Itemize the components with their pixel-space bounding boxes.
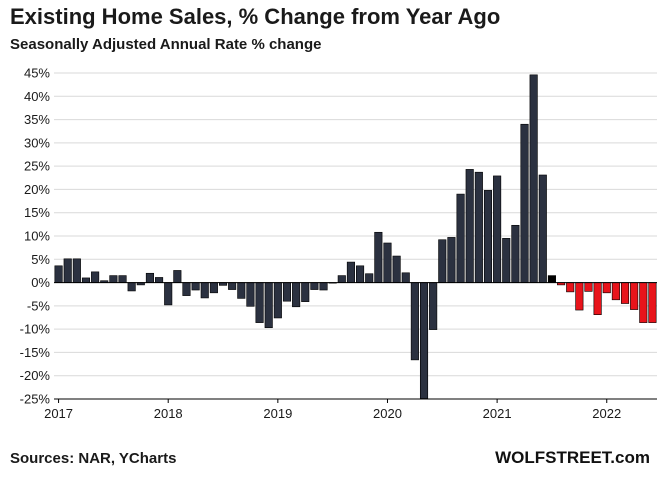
chart-title: Existing Home Sales, % Change from Year … (10, 4, 501, 29)
bar (155, 277, 164, 283)
bar (429, 282, 438, 330)
bar (310, 282, 319, 290)
bar (63, 258, 72, 283)
bar (127, 282, 136, 292)
x-tick-label: 2020 (373, 406, 402, 421)
y-tick-label: 15% (24, 205, 50, 220)
bar (538, 174, 547, 283)
bar (447, 237, 456, 283)
bar (547, 275, 556, 283)
bar (173, 270, 182, 283)
bar (91, 271, 100, 283)
bar (520, 123, 529, 283)
bar (246, 282, 255, 307)
bar (456, 193, 465, 283)
bar (237, 282, 246, 299)
bar (319, 282, 328, 291)
bar (465, 169, 474, 283)
y-tick-label: 35% (24, 112, 50, 127)
bar (145, 272, 154, 283)
x-tick-label: 2018 (154, 406, 183, 421)
bar (118, 275, 127, 283)
bar (648, 282, 657, 323)
source-note: Sources: NAR, YCharts (10, 450, 177, 467)
bar (419, 282, 429, 399)
bar (630, 282, 639, 310)
bar (337, 275, 346, 283)
bar (209, 282, 218, 294)
bar (602, 282, 611, 294)
bar (191, 282, 200, 291)
x-axis (54, 282, 657, 400)
bar (182, 282, 191, 296)
bar (301, 282, 310, 302)
gridlines (54, 72, 657, 400)
bar (228, 282, 237, 290)
bar (346, 261, 355, 283)
y-tick-label: 10% (24, 229, 50, 244)
y-tick-label: 5% (31, 252, 50, 267)
y-tick-label: 25% (24, 159, 50, 174)
bar (365, 273, 374, 283)
y-tick-label: -5% (27, 298, 51, 313)
bar (584, 282, 593, 292)
x-axis-ticks: 2017 2018 2019 2020 2021 2022 (44, 399, 621, 421)
bar (511, 224, 520, 283)
bar (474, 171, 483, 283)
y-tick-label: 45% (24, 66, 50, 81)
x-tick-label: 2021 (483, 406, 512, 421)
bar (620, 282, 630, 304)
bar (575, 282, 584, 311)
bar (54, 265, 63, 283)
bar (164, 282, 173, 306)
y-tick-label: 20% (24, 182, 50, 197)
chart-subtitle: Seasonally Adjusted Annual Rate % change (10, 36, 322, 53)
y-tick-label: 40% (24, 89, 50, 104)
x-tick-label: 2017 (44, 406, 73, 421)
bar (611, 282, 620, 301)
y-tick-label: -20% (20, 368, 51, 383)
bar (72, 258, 81, 283)
bars (54, 74, 657, 399)
y-tick-label: 30% (24, 135, 50, 150)
y-tick-label: 0% (31, 275, 50, 290)
bar (81, 277, 91, 283)
bar (374, 231, 383, 283)
y-axis-ticks: 45% 40% 35% 30% 25% 20% 15% 10% 5% 0% -5% -10% -15% -… (20, 66, 51, 407)
bar (483, 190, 493, 283)
bar (593, 282, 602, 316)
bar (392, 255, 401, 283)
bar (383, 242, 392, 283)
bar (273, 282, 282, 319)
x-tick-label: 2022 (592, 406, 621, 421)
bar (566, 282, 575, 293)
y-tick-label: -25% (20, 392, 51, 407)
bar (255, 282, 264, 323)
bar (282, 282, 292, 302)
y-tick-label: -15% (20, 345, 51, 360)
bar (410, 282, 419, 361)
bar (438, 239, 447, 283)
bar (200, 282, 209, 299)
y-tick-label: -10% (20, 322, 51, 337)
bar (109, 275, 118, 283)
bar (639, 282, 648, 323)
bar (529, 74, 538, 283)
bar (401, 272, 410, 283)
bar (493, 175, 502, 283)
x-tick-label: 2019 (263, 406, 292, 421)
bar (356, 265, 365, 283)
bar (502, 238, 511, 283)
bar (264, 282, 273, 329)
bar (292, 282, 301, 308)
brand-logo-text: WOLFSTREET.com (495, 448, 650, 467)
